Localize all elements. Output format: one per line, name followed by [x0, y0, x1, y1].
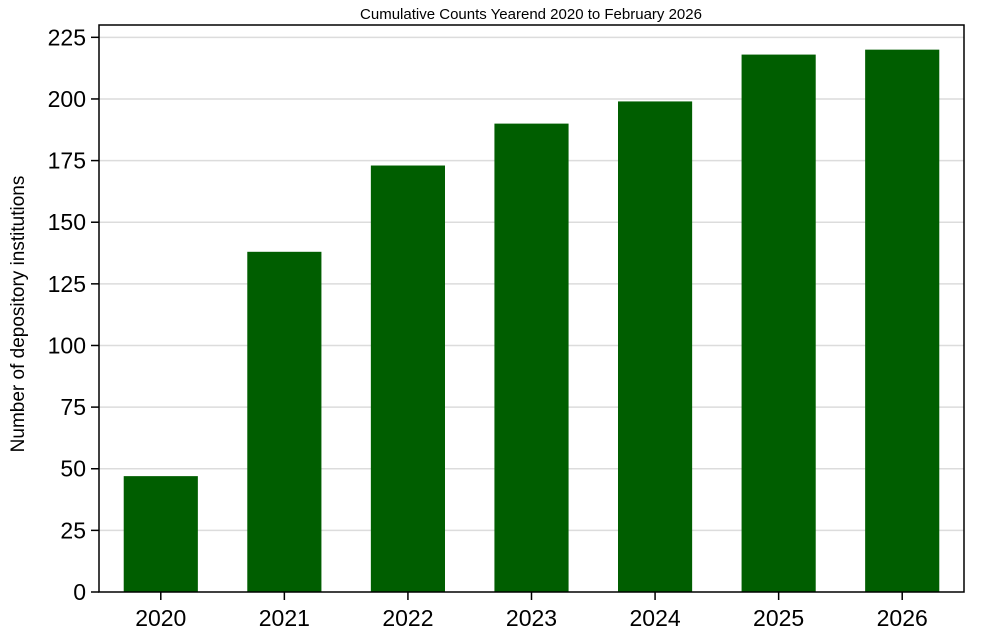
y-tick-label: 150 — [48, 209, 86, 235]
y-tick-label: 125 — [48, 271, 86, 297]
y-tick-label: 25 — [60, 517, 86, 543]
y-tick-label: 100 — [48, 332, 86, 358]
x-tick-label: 2022 — [382, 605, 433, 631]
bar-2024 — [618, 101, 693, 592]
y-axis-ticks: 0 25 50 75 100 125 150 175 200 225 — [48, 24, 99, 605]
bar-2022 — [370, 165, 445, 592]
y-tick-label: 225 — [48, 24, 86, 50]
chart-title: Cumulative Counts Yearend 2020 to Februa… — [360, 6, 702, 23]
y-tick-label: 175 — [48, 148, 86, 174]
x-tick-label: 2023 — [506, 605, 557, 631]
x-tick-label: 2021 — [259, 605, 310, 631]
x-tick-label: 2026 — [877, 605, 928, 631]
bar-2021 — [247, 251, 322, 593]
bars — [123, 49, 940, 593]
x-tick-label: 2020 — [135, 605, 186, 631]
y-axis-label: Number of depository institutions — [8, 176, 29, 453]
bar-2023 — [494, 123, 569, 592]
x-axis-ticks: 2020 2021 2022 2023 2024 2025 2026 — [135, 592, 928, 631]
y-tick-label: 50 — [60, 456, 86, 482]
y-tick-label: 0 — [73, 579, 86, 605]
x-tick-label: 2024 — [629, 605, 680, 631]
bar-2025 — [741, 54, 816, 593]
x-tick-label: 2025 — [753, 605, 804, 631]
bar-2026 — [865, 49, 940, 593]
bar-2020 — [123, 476, 198, 592]
y-tick-label: 75 — [60, 394, 86, 420]
y-tick-label: 200 — [48, 86, 86, 112]
